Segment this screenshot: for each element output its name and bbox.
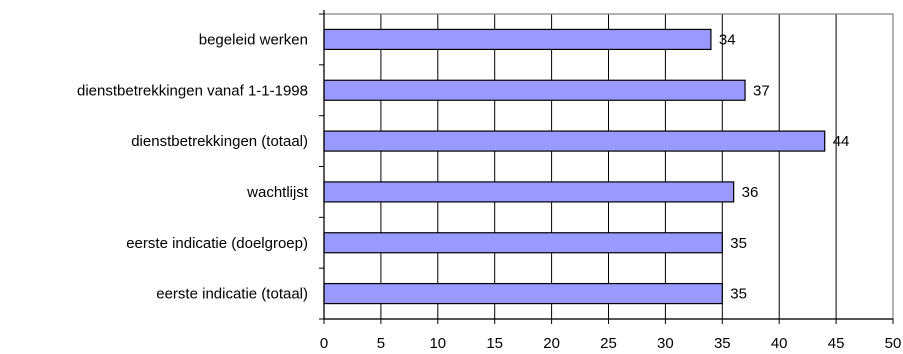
bar bbox=[323, 130, 826, 152]
category-label: eerste indicatie (totaal) bbox=[156, 286, 308, 303]
x-tick-label: 20 bbox=[543, 335, 560, 352]
bar bbox=[323, 232, 723, 254]
data-label: 36 bbox=[742, 184, 759, 201]
data-labels: 34 37 44 36 35 35 bbox=[719, 31, 849, 302]
x-tick-label: 0 bbox=[320, 335, 328, 352]
category-label: dienstbetrekkingen vanaf 1-1-1998 bbox=[77, 82, 308, 99]
category-label: begeleid werken bbox=[199, 31, 308, 48]
gridlines bbox=[380, 14, 837, 319]
bar bbox=[323, 282, 723, 305]
x-tick-label: 35 bbox=[714, 335, 731, 352]
axes bbox=[319, 10, 894, 324]
category-labels: begeleid werken dienstbetrekkingen vanaf … bbox=[77, 31, 309, 302]
x-tick-label: 25 bbox=[600, 335, 617, 352]
data-label: 34 bbox=[719, 31, 736, 48]
data-label: 35 bbox=[730, 286, 747, 303]
x-tick-label: 50 bbox=[885, 335, 902, 352]
bar bbox=[323, 28, 712, 51]
data-label: 44 bbox=[833, 133, 850, 150]
x-tick-label: 15 bbox=[486, 335, 503, 352]
x-tick-label: 10 bbox=[429, 335, 446, 352]
category-label: wachtlijst bbox=[246, 184, 309, 201]
x-tick-label: 30 bbox=[657, 335, 674, 352]
data-label: 35 bbox=[730, 235, 747, 252]
category-label: dienstbetrekkingen (totaal) bbox=[131, 133, 308, 150]
x-tick-label: 45 bbox=[828, 335, 845, 352]
x-tick-label: 5 bbox=[377, 335, 385, 352]
data-label: 37 bbox=[753, 82, 770, 99]
bar bbox=[323, 181, 735, 203]
x-tick-label: 40 bbox=[771, 335, 788, 352]
bar bbox=[323, 79, 746, 101]
bars bbox=[323, 28, 826, 305]
category-label: eerste indicatie (doelgroep) bbox=[126, 235, 308, 252]
x-tick-labels: 0 5 10 15 20 25 30 35 40 45 50 bbox=[320, 335, 902, 352]
